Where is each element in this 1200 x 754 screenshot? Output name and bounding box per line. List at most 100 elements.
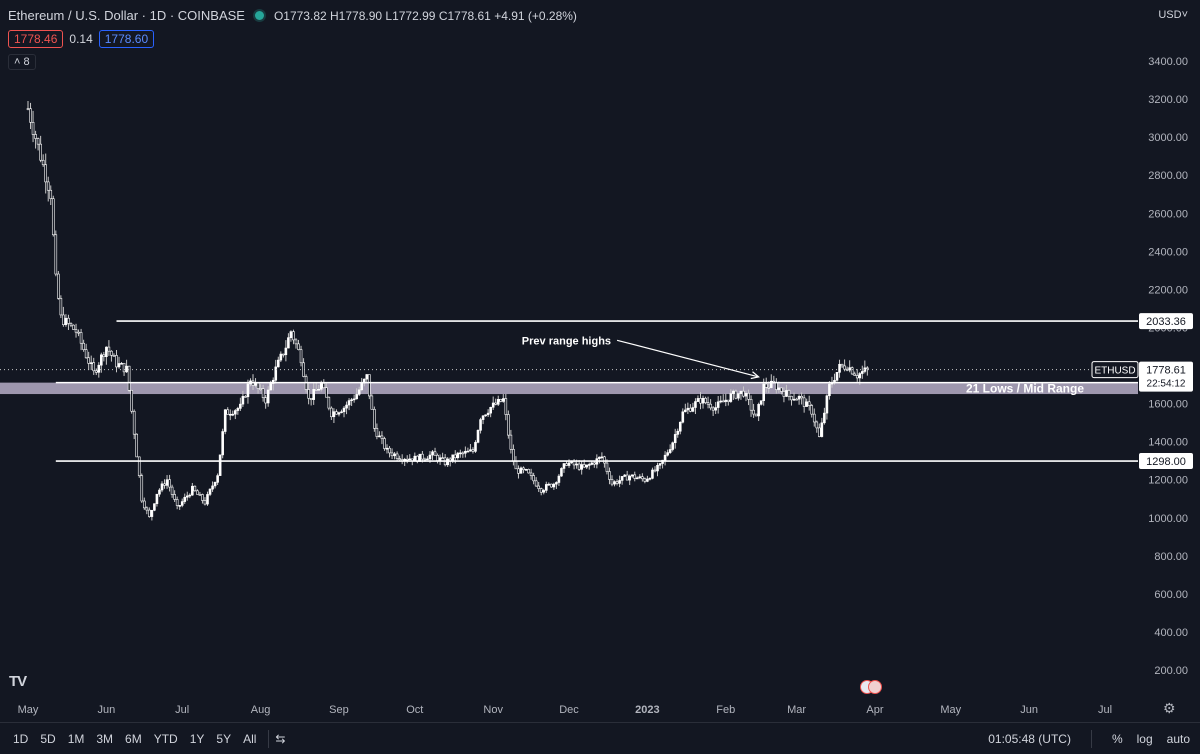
candle-body	[198, 494, 202, 496]
candle-body	[261, 388, 265, 399]
percent-scale-button[interactable]: %	[1111, 731, 1123, 746]
timeframe-1m[interactable]: 1M	[67, 731, 85, 746]
symbol-title[interactable]: Ethereum / U.S. Dollar · 1D · COINBASE	[8, 8, 245, 23]
candle-body	[557, 475, 561, 483]
candle-body	[684, 409, 687, 413]
candle-body	[105, 346, 108, 358]
candle-body	[729, 393, 733, 402]
candle-body	[350, 399, 353, 401]
log-scale-button[interactable]: log	[1136, 731, 1153, 746]
x-tick-label: Dec	[559, 704, 579, 716]
candle-body	[704, 397, 707, 403]
timeframe-ytd[interactable]: YTD	[153, 731, 178, 746]
x-tick-label: Jul	[1098, 704, 1112, 716]
candle-body	[46, 181, 50, 191]
candle-body	[373, 409, 376, 429]
candle-body	[299, 349, 303, 364]
buy-button[interactable]: 1778.60	[98, 30, 155, 48]
candle-body	[749, 399, 753, 411]
timeframe-3m[interactable]: 3M	[96, 731, 114, 746]
sell-button[interactable]: 1778.46	[8, 30, 64, 48]
indicators-toggle[interactable]: ˄ 8	[8, 54, 36, 70]
timeframe-1y[interactable]: 1Y	[189, 731, 205, 746]
symbol-header[interactable]: Ethereum / U.S. Dollar · 1D · COINBASE O…	[8, 8, 577, 23]
candle-body	[858, 373, 862, 379]
timeframe-5y[interactable]: 5Y	[216, 731, 232, 746]
x-tick-label: Jun	[1020, 704, 1038, 716]
candle-body	[77, 331, 80, 334]
annotation-text: Prev range highs	[522, 335, 611, 347]
events-flags-icon[interactable]	[860, 680, 882, 694]
last-price-box	[1139, 361, 1193, 392]
candle-body	[254, 382, 257, 386]
ohlc-values: O1773.82 H1778.90 L1772.99 C1778.61 +4.9…	[274, 9, 577, 23]
candle-body	[547, 483, 551, 486]
candle-body	[264, 397, 267, 404]
y-tick-label: 3200.00	[1148, 94, 1188, 106]
candle-body	[100, 354, 103, 366]
auto-scale-button[interactable]: auto	[1166, 731, 1190, 746]
date-range-icon[interactable]: ⇆	[275, 731, 286, 746]
candle-body	[193, 485, 197, 492]
candle-body	[519, 467, 523, 474]
candle-body	[112, 355, 116, 357]
candle-body	[244, 396, 247, 398]
candle-body	[752, 409, 755, 415]
candle-body	[469, 449, 472, 452]
candle-body	[163, 483, 166, 486]
event-flag-icon	[868, 680, 882, 694]
candle-body	[840, 363, 844, 367]
candle-body	[188, 494, 192, 497]
candle-body	[792, 398, 796, 401]
candle-body	[739, 390, 743, 394]
candle-body	[762, 383, 765, 401]
candle-body	[292, 331, 295, 341]
candle-body	[191, 485, 194, 496]
candle-body	[727, 399, 730, 402]
candle-body	[170, 486, 174, 495]
candle-body	[550, 483, 553, 488]
candle-body	[575, 463, 578, 466]
candle-body	[828, 383, 831, 397]
candle-body	[145, 507, 149, 511]
y-tick-label: 200.00	[1154, 665, 1188, 677]
x-tick-label: Apr	[866, 704, 883, 716]
timeframe-6m[interactable]: 6M	[125, 731, 142, 746]
candle-body	[780, 387, 783, 392]
candle-body	[72, 324, 75, 330]
candle-body	[706, 402, 710, 405]
candle-body	[656, 465, 659, 472]
tradingview-logo-icon[interactable]: TV	[9, 673, 27, 690]
timeframe-5d[interactable]: 5D	[40, 731, 56, 746]
currency-label: USD	[1158, 9, 1182, 21]
candle-body	[158, 489, 161, 495]
x-tick-label: Oct	[406, 704, 423, 716]
timeframe-all[interactable]: All	[243, 731, 257, 746]
gear-icon[interactable]: ⚙	[1163, 700, 1176, 716]
candle-body	[777, 387, 781, 390]
timeframe-1d[interactable]: 1D	[13, 731, 29, 746]
candle-body	[160, 483, 164, 491]
change-value: +4.91 (+0.28%)	[494, 8, 577, 23]
candle-body	[512, 449, 515, 462]
candle-body	[84, 349, 88, 359]
candle-body	[165, 479, 169, 486]
utc-clock[interactable]: 01:05:48 (UTC)	[988, 731, 1071, 746]
candle-body	[615, 481, 619, 484]
candle-body	[319, 383, 323, 390]
candle-body	[355, 394, 358, 400]
candle-body	[223, 409, 227, 432]
indicators-count: 8	[23, 56, 30, 68]
candle-body	[860, 371, 864, 374]
market-open-icon	[254, 11, 264, 20]
y-tick-label: 1000.00	[1148, 513, 1188, 525]
candle-body	[582, 464, 586, 468]
currency-selector[interactable]: USD˅	[1158, 9, 1188, 21]
open-value: O1773.82	[273, 8, 327, 23]
candle-body	[587, 464, 591, 466]
candle-body	[605, 462, 609, 472]
x-tick-label: Jul	[175, 704, 189, 716]
candle-body	[459, 452, 462, 455]
